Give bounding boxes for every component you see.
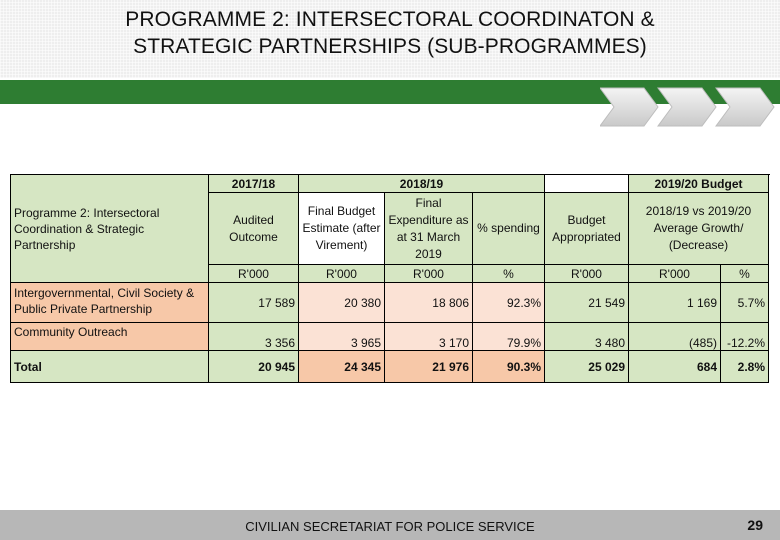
table-cell: 92.3% [472, 282, 545, 323]
title-area: PROGRAMME 2: INTERSECTORAL COORDINATON &… [0, 0, 780, 78]
table-cell: 3 170 [384, 322, 473, 351]
table-cell: 3 356 [208, 322, 299, 351]
table-cell: 18 806 [384, 282, 473, 323]
chevron-3 [715, 87, 775, 127]
footer-organisation: CIVILIAN SECRETARIAT FOR POLICE SERVICE [245, 519, 535, 534]
year-2019-header: 2019/20 Budget [628, 174, 769, 193]
empty-header-cell [544, 174, 629, 193]
table-cell: 20 380 [298, 282, 385, 323]
row-label: Total [10, 350, 209, 383]
arrow-chevron-icon [599, 87, 775, 127]
unit-cell: % [720, 264, 769, 283]
table-cell: 21 976 [384, 350, 473, 383]
audited-outcome-header: Audited Outcome [208, 192, 299, 265]
table-cell: 2.8% [720, 350, 769, 383]
year-2017-header: 2017/18 [208, 174, 299, 193]
chevron-2 [657, 87, 717, 127]
unit-cell: R'000 [208, 264, 299, 283]
budget-table: Programme 2: Intersectoral Coordination … [10, 174, 769, 383]
table-cell: 90.3% [472, 350, 545, 383]
chevron-decoration [599, 86, 778, 128]
table-cell: 3 480 [544, 322, 629, 351]
row-label-header: Programme 2: Intersectoral Coordination … [10, 174, 209, 283]
final-expenditure-header: Final Expenditure as at 31 March 2019 [384, 192, 473, 265]
table-cell: 5.7% [720, 282, 769, 323]
row-label: Intergovernmental, Civil Society & Publi… [10, 282, 209, 323]
title-line-1: PROGRAMME 2: INTERSECTORAL COORDINATON & [125, 8, 655, 31]
chevron-1 [599, 87, 659, 127]
table-cell: 21 549 [544, 282, 629, 323]
budget-appropriated-header: Budget Appropriated [544, 192, 629, 265]
table-cell: 3 965 [298, 322, 385, 351]
final-budget-header: Final Budget Estimate (after Virement) [298, 192, 385, 265]
table-cell: 24 345 [298, 350, 385, 383]
table-cell: 79.9% [472, 322, 545, 351]
unit-cell: R'000 [544, 264, 629, 283]
table-cell: 20 945 [208, 350, 299, 383]
table-cell: 17 589 [208, 282, 299, 323]
year-2018-header: 2018/19 [298, 174, 545, 193]
table-cell: -12.2% [720, 322, 769, 351]
page-number: 29 [747, 517, 763, 533]
footer-bar: CIVILIAN SECRETARIAT FOR POLICE SERVICE … [0, 510, 780, 540]
page-title: PROGRAMME 2: INTERSECTORAL COORDINATON &… [0, 6, 780, 60]
table-row: Community Outreach 3 356 3 965 3 170 79.… [10, 322, 769, 351]
growth-header: 2018/19 vs 2019/20 Average Growth/ (Decr… [628, 192, 769, 265]
table-cell: 1 169 [628, 282, 721, 323]
unit-cell: R'000 [298, 264, 385, 283]
table-cell: (485) [628, 322, 721, 351]
row-label: Community Outreach [10, 322, 209, 351]
title-line-2: STRATEGIC PARTNERSHIPS (SUB-PROGRAMMES) [133, 35, 647, 58]
pct-spending-header: % spending [472, 192, 545, 265]
table-cell: 25 029 [544, 350, 629, 383]
unit-cell: % [472, 264, 545, 283]
budget-table-wrapper: Programme 2: Intersectoral Coordination … [10, 174, 769, 385]
table-row: Intergovernmental, Civil Society & Publi… [10, 282, 769, 323]
table-cell: 684 [628, 350, 721, 383]
unit-cell: R'000 [384, 264, 473, 283]
unit-cell: R'000 [628, 264, 721, 283]
table-row-total: Total 20 945 24 345 21 976 90.3% 25 029 … [10, 350, 769, 383]
